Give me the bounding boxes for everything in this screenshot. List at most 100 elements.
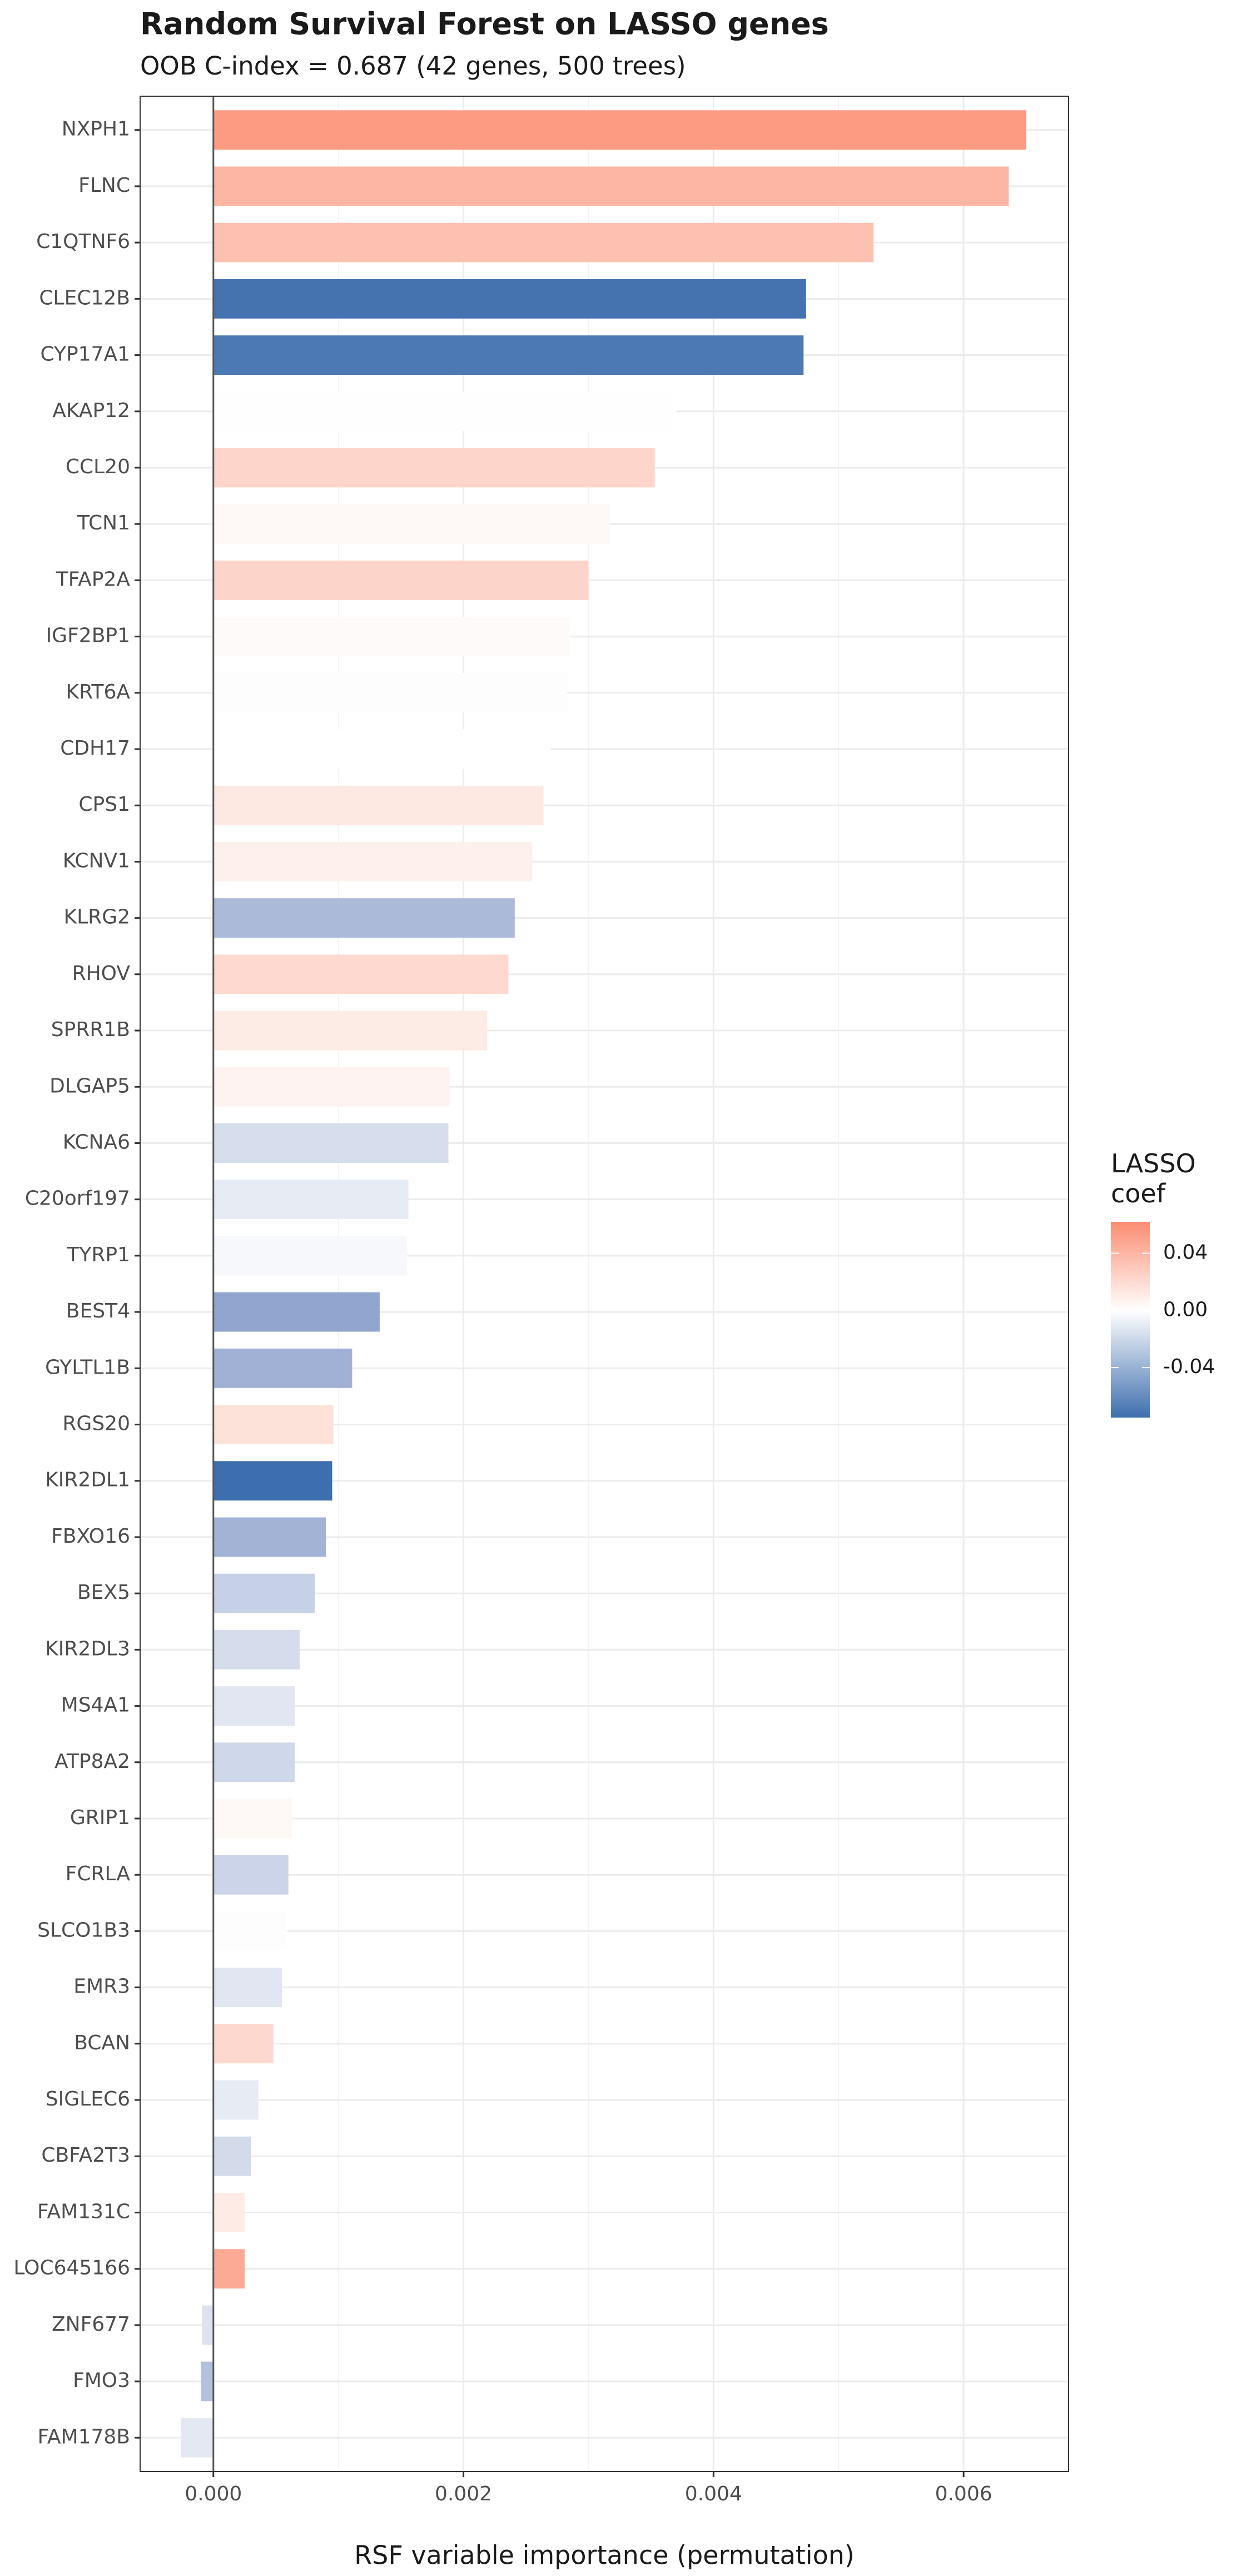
y-tick-label: FAM131C (37, 2200, 130, 2223)
bar (213, 1573, 315, 1613)
bar (213, 729, 551, 769)
y-tick-label: C20orf197 (25, 1187, 130, 1210)
y-tick-label: GYLTL1B (45, 1356, 130, 1379)
bar (213, 110, 1026, 150)
bar (213, 2193, 245, 2232)
y-tick-label: SIGLEC6 (46, 2088, 130, 2111)
bar (213, 1911, 287, 1951)
bar (213, 2249, 245, 2289)
y-tick-label: FCRLA (66, 1862, 131, 1885)
y-tick-label: KLRG2 (64, 906, 130, 929)
legend-tick-label: -0.04 (1163, 1355, 1215, 1378)
y-tick-label: KCNA6 (63, 1131, 130, 1153)
bar (213, 222, 874, 262)
y-tick-label: NXPH1 (62, 118, 130, 141)
y-tick-label: BCAN (74, 2032, 130, 2054)
y-tick-label: DLGAP5 (49, 1074, 130, 1097)
bar (213, 2024, 274, 2064)
y-tick-label: EMR3 (73, 1975, 130, 1998)
bar (213, 1292, 380, 1332)
bar (213, 560, 589, 600)
y-tick-label: TCN1 (77, 512, 130, 534)
y-tick-label: TFAP2A (56, 568, 131, 591)
chart-subtitle: OOB C-index = 0.687 (42 genes, 500 trees… (140, 51, 686, 81)
y-tick-label: RGS20 (62, 1413, 130, 1435)
y-tick-label: C1QTNF6 (36, 230, 130, 253)
panel (140, 96, 1069, 2471)
y-tick-label: KCNV1 (63, 849, 130, 872)
bar (213, 1517, 326, 1557)
bar (213, 898, 515, 938)
y-tick-label: KIR2DL3 (45, 1637, 130, 1660)
y-tick-label: CPS1 (78, 793, 130, 816)
y-tick-label: SLCO1B3 (37, 1919, 130, 1941)
y-tick-label: ZNF677 (52, 2313, 130, 2336)
bar (213, 1236, 408, 1276)
y-tick-label: GRIP1 (70, 1806, 130, 1829)
y-tick-label: TYRP1 (66, 1244, 130, 1266)
bar (213, 1686, 295, 1726)
y-tick-label: SPRR1B (51, 1018, 130, 1041)
bar (213, 1968, 282, 2008)
panel-border (140, 96, 1069, 2472)
y-tick-label: CCL20 (66, 455, 130, 478)
x-tick-label: 0.004 (685, 2483, 742, 2505)
y-tick-label: ATP8A2 (54, 1750, 130, 1773)
colorbar (1111, 1222, 1150, 1418)
bar (213, 1180, 409, 1220)
bar (213, 1010, 488, 1051)
bar (213, 1405, 334, 1444)
legend-tick-label: 0.00 (1163, 1298, 1208, 1321)
bar (213, 1067, 450, 1107)
y-tick-label: CYP17A1 (40, 343, 130, 366)
bar (213, 1461, 332, 1501)
legend-title: LASSO coef (1111, 1148, 1196, 1208)
bar (213, 1629, 300, 1670)
bar (213, 166, 1009, 206)
y-tick-label: FMO3 (73, 2369, 130, 2392)
x-tick-label: 0.006 (935, 2483, 992, 2505)
y-tick-label: KRT6A (66, 681, 130, 704)
bar (213, 617, 570, 657)
bar (213, 1855, 289, 1895)
y-tick-label: AKAP12 (52, 399, 130, 422)
bar (181, 2418, 214, 2458)
y-tick-label: LOC645166 (13, 2257, 130, 2280)
y-tick-label: FAM178B (38, 2425, 131, 2448)
y-tick-label: IGF2BP1 (46, 625, 130, 647)
legend-tick-label: 0.04 (1163, 1241, 1208, 1264)
bar (213, 279, 806, 319)
y-tick-label: CBFA2T3 (41, 2144, 130, 2167)
y-tick-label: KIR2DL1 (45, 1469, 130, 1492)
x-axis-title: RSF variable importance (permutation) (354, 2540, 855, 2570)
bar (213, 954, 509, 994)
y-tick-label: RHOV (72, 962, 131, 985)
bar (213, 1123, 449, 1163)
y-tick-label: FBXO16 (51, 1525, 130, 1548)
chart-title: Random Survival Forest on LASSO genes (140, 7, 829, 42)
bar (213, 1742, 295, 1782)
y-tick-label: CDH17 (60, 737, 130, 760)
bar (213, 1799, 292, 1839)
y-tick-label: FLNC (78, 174, 130, 197)
y-tick-label: BEST4 (66, 1300, 130, 1322)
bar (213, 504, 610, 544)
bar (213, 392, 676, 432)
bar (213, 673, 568, 713)
x-tick-label: 0.002 (435, 2483, 492, 2505)
bar (213, 785, 544, 825)
bar (213, 842, 533, 881)
bar (213, 2080, 259, 2120)
y-tick-label: BEX5 (77, 1581, 130, 1604)
bar (213, 448, 655, 488)
bar (213, 2136, 251, 2176)
bar (213, 335, 804, 375)
y-tick-label: MS4A1 (61, 1694, 130, 1717)
x-tick-label: 0.000 (185, 2483, 242, 2505)
y-tick-label: CLEC12B (39, 286, 130, 309)
bar (213, 1348, 353, 1388)
bar (201, 2361, 214, 2401)
bar (202, 2305, 214, 2345)
